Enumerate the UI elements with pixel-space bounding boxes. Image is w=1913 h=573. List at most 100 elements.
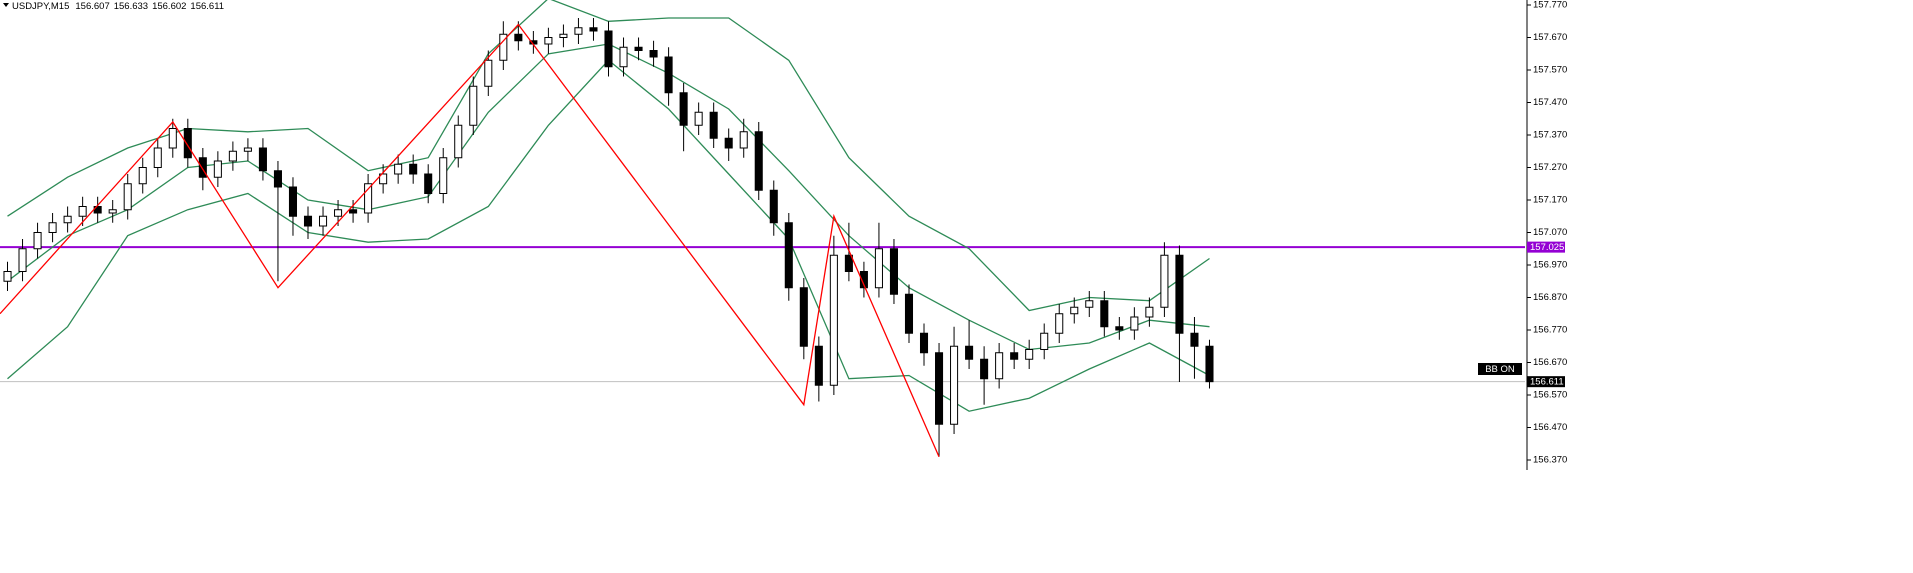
candle-body <box>619 46 628 68</box>
candle-body <box>739 131 748 149</box>
candle-body <box>243 147 252 152</box>
y-tick-label: 157.470 <box>1533 97 1567 108</box>
candle-body <box>829 254 838 386</box>
candle-body <box>634 46 643 52</box>
candle-body <box>514 33 523 42</box>
candle-body <box>950 345 959 425</box>
plot-area <box>0 0 1525 457</box>
candle-body <box>889 248 898 295</box>
candle-body <box>1070 306 1079 315</box>
candle-body <box>3 270 12 282</box>
y-tick-label: 156.970 <box>1533 260 1567 271</box>
candle-body <box>123 183 132 211</box>
candle-body <box>1085 300 1094 308</box>
candle-body <box>965 345 974 360</box>
candle-body <box>859 270 868 289</box>
candle-body <box>18 248 27 272</box>
candle-body <box>559 33 568 39</box>
y-tick-label: 157.670 <box>1533 32 1567 43</box>
candle-body <box>228 150 237 162</box>
candle-body <box>814 345 823 386</box>
candle-body <box>168 128 177 149</box>
bb-button[interactable] <box>1478 363 1522 375</box>
candle-body <box>1100 300 1109 328</box>
candle-body <box>664 56 673 94</box>
candle-body <box>439 157 448 194</box>
candle-body <box>303 215 313 227</box>
candle-body <box>1025 348 1034 360</box>
candle-body <box>904 293 914 334</box>
candle-body <box>364 183 373 214</box>
y-tick-label: 157.070 <box>1533 227 1567 238</box>
price-line-tag <box>1527 376 1565 388</box>
candle-body <box>1115 326 1124 331</box>
bb-label[interactable]: BB ON <box>1485 364 1515 375</box>
candle-body <box>318 215 328 227</box>
candle-body <box>1130 316 1139 331</box>
candle-body <box>1160 254 1169 308</box>
level-line-tag <box>1527 241 1565 253</box>
zigzag <box>0 23 940 457</box>
y-tick-label: 156.570 <box>1533 390 1567 401</box>
candle-body <box>454 124 463 159</box>
candle-body <box>1175 254 1184 334</box>
candle-body <box>649 50 658 58</box>
candle-body <box>754 131 763 191</box>
candle-body <box>394 163 403 175</box>
quote-close: 156.611 <box>190 1 224 12</box>
candle-body <box>1205 345 1214 383</box>
level-line-label: 157.025 <box>1530 242 1564 253</box>
candle-body <box>544 37 553 45</box>
candle-body <box>574 27 583 35</box>
quote-open: 156.607 <box>75 1 109 12</box>
y-tick-label: 156.670 <box>1533 357 1567 368</box>
y-tick-label: 157.770 <box>1533 0 1567 11</box>
candle-body <box>1040 332 1049 350</box>
candle-body <box>409 163 418 175</box>
y-tick-label: 157.370 <box>1533 130 1567 141</box>
candle-body <box>935 352 944 425</box>
candle-body <box>63 215 72 224</box>
y-tick-label: 156.870 <box>1533 292 1567 303</box>
candle-body <box>484 59 493 87</box>
candle-body <box>604 30 613 68</box>
candle-body <box>499 33 508 61</box>
candle-body <box>1190 332 1199 347</box>
candle-body <box>48 222 57 233</box>
candle-body <box>694 111 703 126</box>
candle-body <box>589 27 598 32</box>
candle-body <box>784 222 793 289</box>
candle-body <box>1010 352 1019 360</box>
y-tick-label: 156.370 <box>1533 455 1567 466</box>
candle-body <box>424 173 433 194</box>
y-tick-label: 157.170 <box>1533 195 1567 206</box>
candle-body <box>108 209 117 214</box>
candle-body <box>198 157 207 178</box>
candle-body <box>33 231 42 250</box>
candle-body <box>379 173 388 185</box>
candle-body <box>258 147 267 172</box>
candle-body <box>78 205 87 217</box>
candle-body <box>769 189 778 224</box>
y-tick-label: 156.770 <box>1533 325 1567 336</box>
candle-body <box>844 254 853 272</box>
candle-body <box>874 248 883 289</box>
candle-body <box>213 160 222 178</box>
candle-body <box>799 287 808 347</box>
candle-body <box>138 166 147 185</box>
candle-body <box>273 170 282 188</box>
candle-body <box>1055 313 1064 334</box>
candle-body <box>995 352 1004 380</box>
candle-body <box>153 147 162 168</box>
candle-body <box>469 85 478 126</box>
candle-body <box>709 111 718 139</box>
collapse-arrow[interactable] <box>3 3 9 7</box>
candle-body <box>183 128 192 159</box>
symbol: USDJPY,M15 <box>12 1 69 12</box>
candle-body <box>919 332 929 354</box>
quote-low: 156.602 <box>152 1 186 12</box>
candle-body <box>724 137 733 149</box>
chart-header: USDJPY,M15 156.607 156.633 156.602 156.611 <box>12 1 224 12</box>
